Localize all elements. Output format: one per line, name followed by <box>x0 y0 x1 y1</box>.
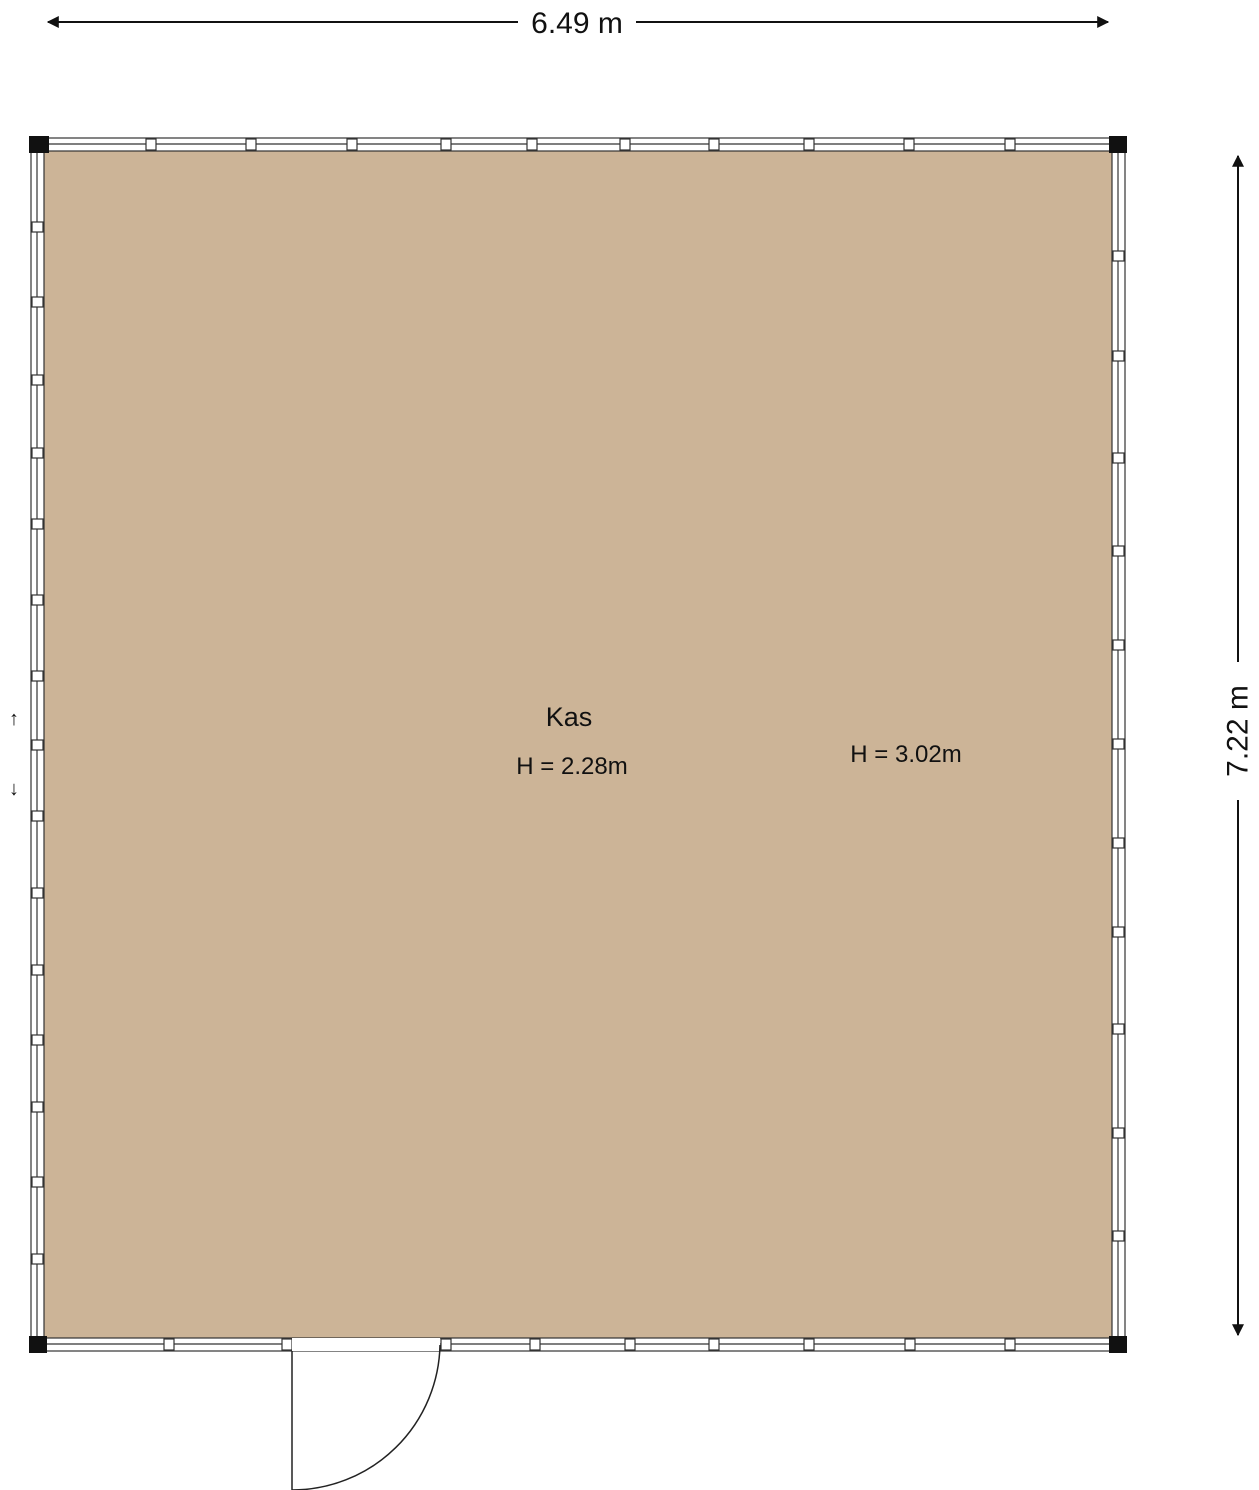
mullion <box>1112 738 1125 750</box>
mullion <box>1004 138 1016 151</box>
mullion <box>1112 350 1125 362</box>
mullion <box>245 138 257 151</box>
mullion <box>1112 452 1125 464</box>
door-swing-arc <box>291 1344 441 1490</box>
mullion <box>163 1338 175 1351</box>
mullion <box>440 1338 452 1351</box>
mullion <box>904 1338 916 1351</box>
mullion <box>1112 926 1125 938</box>
mullion <box>281 1338 293 1351</box>
mullion <box>708 138 720 151</box>
width-dimension-label: 6.49 m <box>531 7 623 40</box>
mullion <box>31 1253 44 1265</box>
mullion <box>31 1101 44 1113</box>
mullion <box>1112 639 1125 651</box>
mullion <box>803 1338 815 1351</box>
mullion <box>31 296 44 308</box>
door <box>291 1338 441 1490</box>
mullion <box>440 138 452 151</box>
corner-post-top-right <box>1109 136 1127 153</box>
mullion <box>1004 1338 1016 1351</box>
mullion <box>1112 1230 1125 1242</box>
corner-post-top-left <box>29 136 49 153</box>
arrow-down-icon: ↓ <box>9 778 19 800</box>
corner-post-bottom-left <box>29 1336 47 1353</box>
height-dimension: 7.22 m <box>1222 154 1255 1337</box>
mullion <box>1112 545 1125 557</box>
door-opening <box>292 1338 440 1351</box>
mullion <box>708 1338 720 1351</box>
mullion <box>31 887 44 899</box>
mullion <box>31 739 44 751</box>
mullion <box>1112 250 1125 262</box>
mullion <box>31 964 44 976</box>
mullion <box>346 138 358 151</box>
arrow-up-icon: ↑ <box>9 708 19 730</box>
mullion <box>624 1338 636 1351</box>
mullion <box>1112 837 1125 849</box>
mullion <box>31 594 44 606</box>
corner-post-bottom-right <box>1109 1336 1127 1353</box>
mullion <box>903 138 915 151</box>
mullion <box>1112 1127 1125 1139</box>
room-height-label: H = 2.28m <box>516 753 627 780</box>
mullion <box>1112 1023 1125 1035</box>
room-floor <box>44 151 1112 1338</box>
mullion <box>803 138 815 151</box>
mullion <box>31 374 44 386</box>
mullions <box>31 138 1125 1351</box>
mullion <box>31 810 44 822</box>
mullion <box>31 670 44 682</box>
mullion <box>529 1338 541 1351</box>
mullion <box>31 518 44 530</box>
height-dimension-label: 7.22 m <box>1222 685 1255 777</box>
mullion <box>145 138 157 151</box>
mullion <box>619 138 631 151</box>
mullion <box>31 1176 44 1188</box>
mullion <box>31 221 44 233</box>
mullion <box>31 447 44 459</box>
width-dimension: 6.49 m <box>46 7 1110 40</box>
room-name: Kas <box>546 702 593 732</box>
corner-posts <box>29 136 1127 1353</box>
mullion <box>526 138 538 151</box>
ridge-height-label: H = 3.02m <box>850 741 961 768</box>
mullion <box>31 1034 44 1046</box>
